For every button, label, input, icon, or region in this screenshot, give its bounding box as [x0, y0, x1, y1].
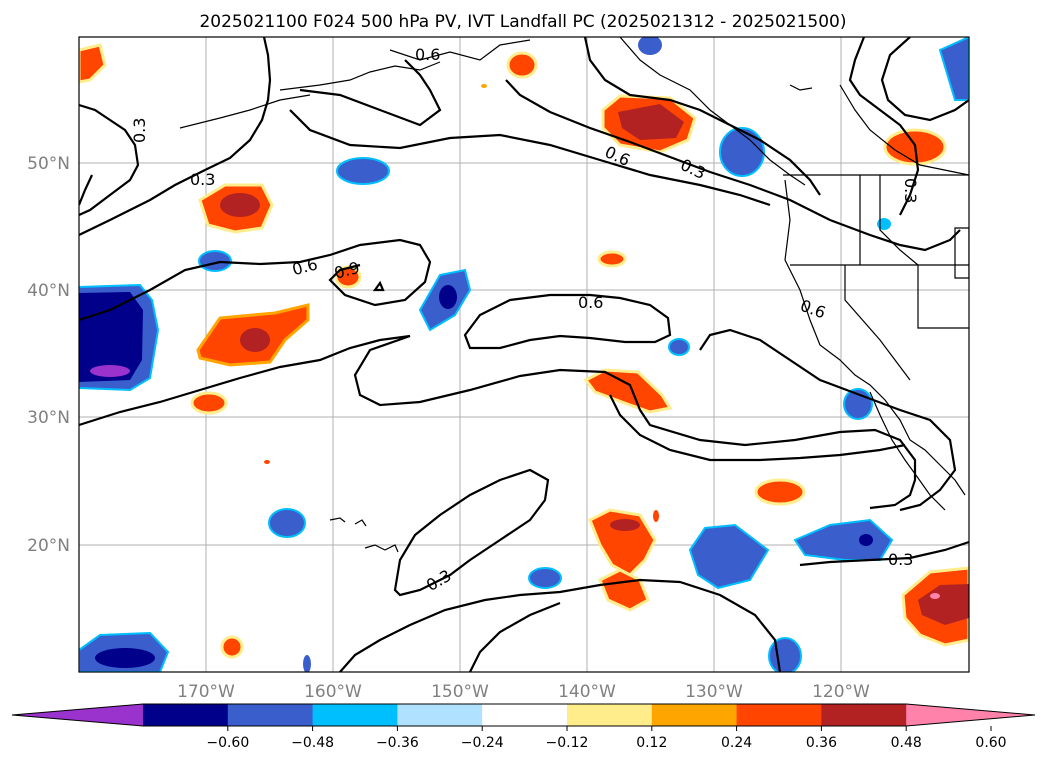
coastlines	[179, 37, 969, 553]
map-content: 0.6 0.3 0.3 0.6 0.3 0.6 0.9 0.6 0.6 0.3 …	[79, 37, 969, 672]
lon-label-170w: 170°W	[177, 682, 235, 702]
map-frame	[78, 36, 970, 673]
positive-anomalies	[79, 43, 969, 659]
contour-label: 0.3	[130, 118, 149, 143]
colorbar-segment	[736, 704, 822, 726]
longitude-labels: 170°W 160°W 150°W 140°W 130°W 120°W	[177, 682, 870, 702]
negative-anomalies	[79, 37, 969, 672]
colorbar-segment	[651, 704, 738, 726]
colorbar-tick-label: −0.12	[546, 735, 589, 751]
colorbar-segment	[567, 704, 653, 726]
colorbar-tick-label: −0.36	[376, 735, 419, 751]
lat-label-40n: 40°N	[27, 281, 70, 301]
colorbar: −0.60 −0.48 −0.36 −0.24 −0.12 0.12 0.24 0.36 0.4…	[11, 703, 1036, 751]
colorbar-extend-high	[906, 704, 1035, 726]
colorbar-tick-label: −0.48	[291, 735, 334, 751]
colorbar-extend-low	[12, 704, 143, 726]
contour-label: 0.3	[888, 550, 913, 569]
latitude-labels: 50°N 40°N 30°N 20°N	[27, 154, 70, 556]
lon-label-160w: 160°W	[304, 682, 362, 702]
colorbar-outline	[11, 703, 1036, 727]
lon-label-130w: 130°W	[685, 682, 743, 702]
colorbar-segment	[227, 704, 314, 726]
colorbar-tick-label: −0.60	[206, 735, 249, 751]
colorbar-tick-label: 0.60	[975, 735, 1006, 751]
lon-label-120w: 120°W	[812, 682, 870, 702]
colorbar-tick-label: −0.24	[461, 735, 504, 751]
contour-label: 0.6	[578, 293, 603, 312]
lon-label-150w: 150°W	[431, 682, 489, 702]
colorbar-tick-label: 0.48	[891, 735, 922, 751]
colorbar-tick-label: 0.12	[636, 735, 667, 751]
colorbar-segment	[312, 704, 398, 726]
colorbar-tick-label: 0.24	[721, 735, 752, 751]
figure-title: 2025021100 F024 500 hPa PV, IVT Landfall…	[199, 12, 846, 32]
lat-label-20n: 20°N	[27, 536, 70, 556]
contour-label: 0.3	[190, 170, 215, 189]
lat-label-50n: 50°N	[27, 154, 70, 174]
colorbar-segment	[397, 704, 483, 726]
pv-contours	[79, 37, 969, 672]
colorbar-segment	[482, 704, 568, 726]
colorbar-segment	[143, 704, 229, 726]
colorbar-segment	[821, 704, 907, 726]
lon-label-140w: 140°W	[558, 682, 616, 702]
lat-label-30n: 30°N	[27, 408, 70, 428]
colorbar-tick-label: 0.36	[806, 735, 837, 751]
contour-label: 0.3	[901, 178, 920, 203]
contour-label: 0.6	[415, 45, 440, 64]
